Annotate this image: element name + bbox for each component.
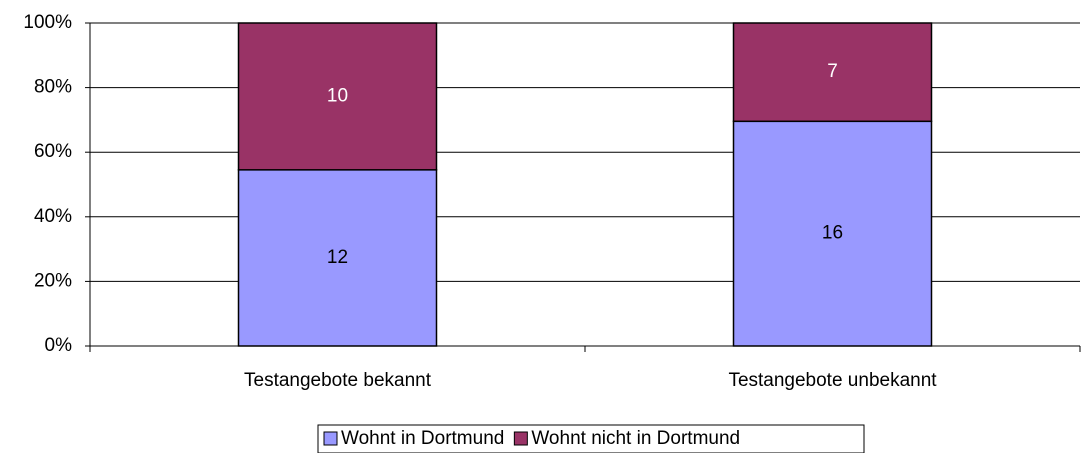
data-label: 10 [327, 85, 348, 106]
legend-label: Wohnt in Dortmund [341, 428, 504, 449]
bar-segment [732, 22, 933, 123]
y-tick-label: 80% [34, 77, 72, 98]
x-tick-label: Testangebote bekannt [244, 370, 432, 391]
data-label: 12 [327, 247, 348, 268]
y-tick-label: 60% [34, 141, 72, 162]
legend-box [317, 424, 865, 453]
x-tick-label: Testangebote unbekannt [728, 370, 937, 391]
y-tick-label: 0% [45, 335, 73, 356]
y-tick-label: 100% [23, 12, 72, 33]
bar-segment [237, 169, 438, 347]
y-tick-label: 20% [34, 270, 72, 291]
bar-segment [732, 120, 933, 347]
legend-swatch [323, 431, 338, 446]
legend-label: Wohnt nicht in Dortmund [531, 428, 740, 449]
bar-segment [237, 22, 438, 171]
data-label: 7 [827, 61, 838, 82]
legend-swatch [513, 431, 528, 446]
y-tick-label: 40% [34, 206, 72, 227]
data-label: 16 [822, 223, 843, 244]
